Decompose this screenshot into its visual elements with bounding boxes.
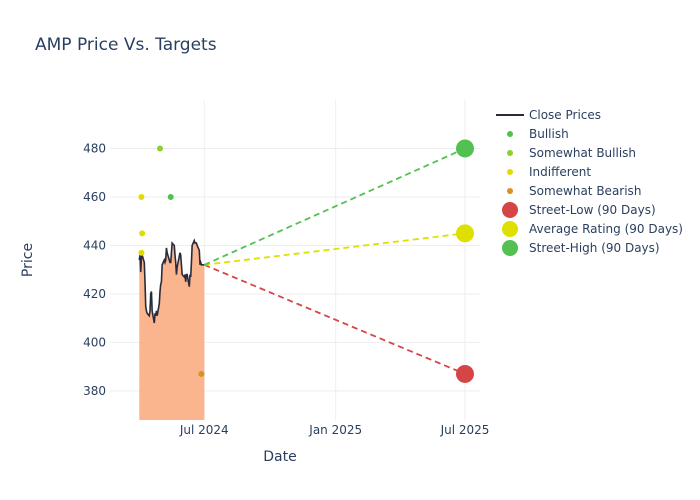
somewhat-bullish-point (157, 145, 163, 152)
x-tick-label: Jul 2024 (179, 423, 229, 437)
target-lines (203, 139, 474, 383)
legend-label: Close Prices (529, 108, 601, 122)
close-line-layer (138, 238, 205, 324)
street-low-target-line (203, 264, 466, 375)
legend-label: Average Rating (90 Days) (529, 222, 683, 236)
legend-symbol-dot (507, 188, 513, 194)
street-high-target-line (203, 147, 466, 266)
y-axis-title: Price (20, 243, 36, 277)
rating-points (138, 145, 205, 377)
legend-symbol-dot (507, 131, 513, 137)
legend-symbol-dot (507, 150, 513, 156)
legend-label: Street-High (90 Days) (529, 241, 660, 255)
x-tick-label: Jul 2025 (440, 423, 490, 437)
legend-label: Street-Low (90 Days) (529, 203, 656, 217)
legend-label: Somewhat Bullish (529, 146, 636, 160)
legend-symbol-dot (507, 169, 513, 175)
close-price-area (139, 240, 205, 420)
legend-symbol-marker (502, 240, 518, 256)
legend: Close Prices Bullish Somewhat Bullish Indif… (496, 108, 683, 256)
legend-label: Bullish (529, 127, 569, 141)
average-rating-target-marker (456, 224, 474, 243)
close-area (139, 240, 205, 420)
x-axis-title: Date (263, 449, 296, 465)
y-tick-label: 400 (83, 335, 106, 349)
x-tick-labels: Jul 2024 Jan 2025 Jul 2025 (179, 423, 490, 437)
chart-title: AMP Price Vs. Targets (35, 35, 217, 55)
y-tick-label: 460 (83, 190, 106, 204)
indifferent-point (139, 230, 146, 237)
y-tick-label: 380 (83, 384, 106, 398)
close-price-line (138, 238, 205, 324)
y-tick-label: 420 (83, 287, 106, 301)
bullish-point (167, 193, 174, 200)
somewhat-bearish-point (198, 370, 205, 377)
indifferent-point (138, 193, 145, 200)
legend-symbol-marker (502, 202, 518, 218)
indifferent-point (138, 249, 145, 256)
y-tick-label: 480 (83, 141, 106, 155)
street-low-target-marker (456, 364, 474, 383)
legend-label: Indifferent (529, 165, 591, 179)
legend-label: Somewhat Bearish (529, 184, 641, 198)
y-tick-labels: 380 400 420 440 460 480 (83, 141, 106, 397)
y-tick-label: 440 (83, 238, 106, 252)
legend-symbol-marker (502, 221, 518, 237)
average-rating-target-line (204, 232, 466, 266)
x-tick-label: Jan 2025 (308, 423, 362, 437)
street-high-target-marker (456, 139, 474, 158)
